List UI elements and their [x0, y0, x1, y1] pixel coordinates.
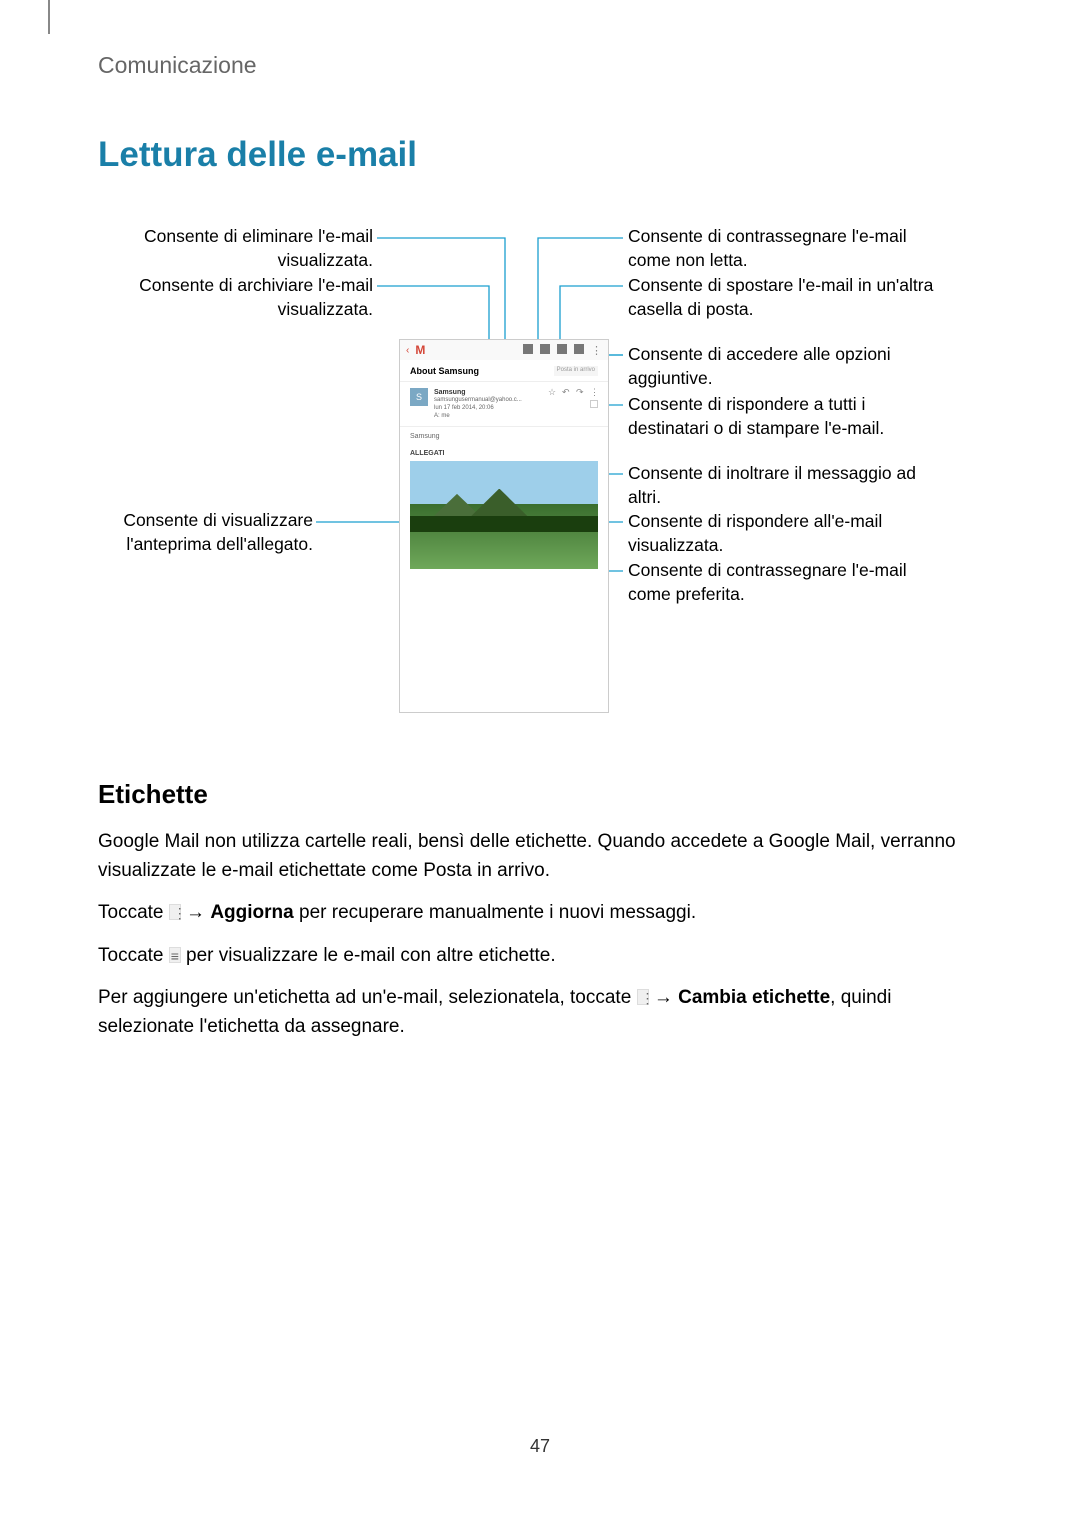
- row-more-icon: ⋮: [590, 388, 598, 396]
- folder-icon: [574, 344, 584, 354]
- email-body: Samsung: [400, 427, 608, 446]
- inbox-label: Posta in arrivo: [554, 366, 598, 376]
- more-icon: ⋮: [591, 344, 602, 357]
- sender-info: Samsung samsungusermanual@yahoo.c... lun…: [434, 388, 542, 420]
- overflow-icon: [637, 989, 649, 1005]
- star-icon: ☆: [548, 388, 556, 396]
- mail-icon: [557, 344, 567, 354]
- phone-topbar: ‹ M ⋮: [400, 340, 608, 360]
- annotated-diagram: Consente di eliminare l'e-mail visualizz…: [98, 219, 982, 749]
- page-number: 47: [0, 1436, 1080, 1457]
- sub-heading-labels: Etichette: [98, 779, 982, 810]
- paragraph-other-labels: Toccate per visualizzare le e-mail con a…: [98, 942, 982, 971]
- callout-forward: Consente di inoltrare il messaggio ad al…: [628, 462, 948, 509]
- callout-move-folder: Consente di spostare l'e-mail in un'altr…: [628, 274, 948, 321]
- callout-favorite: Consente di contrassegnare l'e-mail come…: [628, 559, 948, 606]
- paragraph-intro: Google Mail non utilizza cartelle reali,…: [98, 828, 982, 885]
- attachment-image: [410, 461, 598, 569]
- sender-avatar: S: [410, 388, 428, 406]
- page-content: Comunicazione Lettura delle e-mail: [0, 0, 1080, 1041]
- trash-icon: [540, 344, 550, 354]
- attachments-label: ALLEGATI: [400, 446, 608, 459]
- paragraph-refresh: Toccate → Aggiorna per recuperare manual…: [98, 899, 982, 928]
- email-subject: About Samsung: [410, 366, 479, 376]
- callout-archive: Consente di archiviare l'e-mail visualiz…: [98, 274, 373, 321]
- drawer-icon: [169, 947, 181, 963]
- email-subject-row: About Samsung Posta in arrivo: [400, 360, 608, 382]
- breadcrumb: Comunicazione: [98, 52, 982, 79]
- page-edge-marker: [48, 0, 50, 34]
- email-sender-row: S Samsung samsungusermanual@yahoo.c... l…: [400, 382, 608, 427]
- overflow-icon: [169, 904, 181, 920]
- callout-attachment-preview: Consente di visualizzare l'anteprima del…: [98, 509, 313, 556]
- callout-delete: Consente di eliminare l'e-mail visualizz…: [98, 225, 373, 272]
- callout-reply-all: Consente di rispondere a tutti i destina…: [628, 393, 948, 440]
- section-heading: Lettura delle e-mail: [98, 135, 982, 175]
- expand-icon: [590, 400, 598, 408]
- paragraph-add-label: Per aggiungere un'etichetta ad un'e-mail…: [98, 984, 982, 1041]
- callout-reply: Consente di rispondere all'e-mail visual…: [628, 510, 948, 557]
- reply-icon: ↶: [562, 388, 570, 396]
- callout-mark-unread: Consente di contrassegnare l'e-mail come…: [628, 225, 948, 272]
- phone-screenshot: ‹ M ⋮ About Samsung Posta in arrivo S Sa…: [399, 339, 609, 713]
- back-chevron-icon: ‹: [406, 345, 409, 356]
- archive-icon: [523, 344, 533, 354]
- gmail-icon: M: [415, 343, 425, 357]
- forward-icon: ↷: [576, 388, 584, 396]
- callout-more-options: Consente di accedere alle opzioni aggiun…: [628, 343, 948, 390]
